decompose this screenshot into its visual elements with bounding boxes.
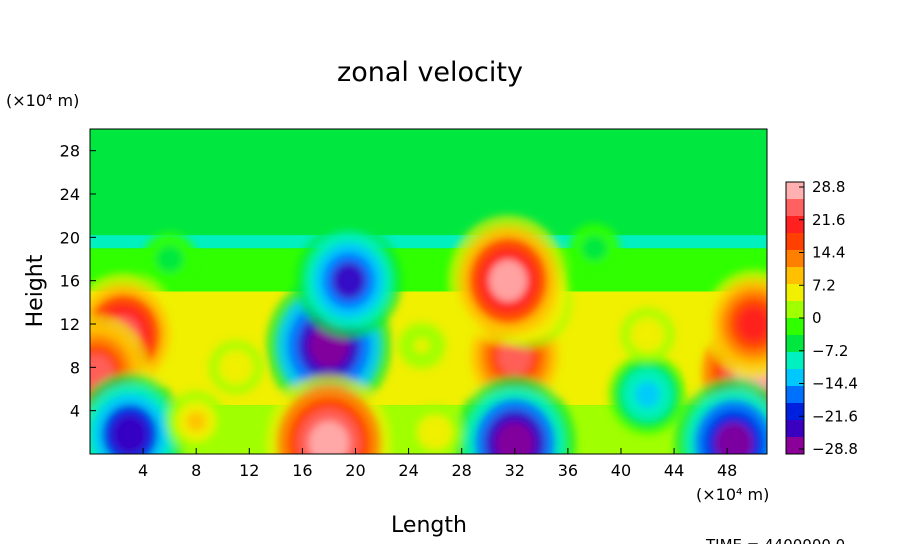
colorbar-segment (786, 182, 804, 200)
y-tick-label: 20 (60, 228, 80, 247)
x-tick-label: 36 (558, 461, 578, 480)
colorbar-tick-label: 21.6 (812, 211, 845, 229)
y-tick-label: 8 (70, 358, 80, 377)
time-label: TIME = 4400000.0 (705, 536, 845, 544)
colorbar-segment (786, 216, 804, 234)
y-tick-label: 16 (60, 272, 80, 291)
heatmap-cell (414, 338, 430, 354)
heatmap-cell (489, 259, 528, 302)
x-axis: 4 8 12 16 20 24 28 32 36 40 44 48 (138, 448, 737, 480)
colorbar-tick-label: −14.4 (812, 375, 858, 393)
heatmap-cell (586, 240, 603, 257)
colorbar-segment (786, 267, 804, 285)
colorbar-segment (786, 437, 804, 455)
x-tick-label: 4 (138, 461, 148, 480)
colorbar-segment (786, 284, 804, 302)
x-tick-label: 24 (398, 461, 418, 480)
colorbar-segment (786, 352, 804, 370)
colorbar-tick-label: 7.2 (812, 276, 836, 294)
colorbar-tick-label: −21.6 (812, 407, 858, 425)
y-axis: 4 8 12 16 20 24 28 (60, 142, 96, 421)
plot-frame (89, 128, 768, 455)
colorbar-segment (786, 403, 804, 421)
colorbar-segment (786, 318, 804, 336)
heatmap-cell (714, 422, 753, 454)
heatmap-cell (308, 421, 350, 454)
colorbar-segment (786, 301, 804, 319)
x-tick-label: 44 (664, 461, 684, 480)
heatmap-features (90, 215, 767, 454)
colorbar-segment (786, 386, 804, 404)
heatmap-cell (227, 358, 245, 377)
colorbar-segment (786, 335, 804, 353)
x-tick-label: 48 (717, 461, 737, 480)
x-tick-label: 32 (505, 461, 525, 480)
heatmap-cell (426, 423, 444, 442)
colorbar-tick-label: −7.2 (812, 342, 848, 360)
colorbar-tick-label: 0 (812, 309, 822, 327)
colorbar-tick-label: 28.8 (812, 178, 845, 196)
x-tick-label: 28 (452, 461, 472, 480)
heatmap-cell (111, 414, 148, 454)
y-axis-label: Height (23, 254, 48, 327)
heatmap-cell (160, 250, 179, 268)
x-axis-label: Length (391, 513, 467, 538)
heatmap-band (90, 248, 767, 292)
heatmap-cell (635, 381, 660, 408)
x-tick-label: 16 (292, 461, 312, 480)
heatmap-cell (495, 421, 535, 454)
y-tick-label: 12 (60, 315, 80, 334)
heatmap-plot-area (90, 129, 767, 454)
colorbar-segment (786, 233, 804, 251)
colorbar-segment (786, 250, 804, 268)
chart-title: zonal velocity (337, 57, 523, 88)
colorbar-tick-label: 14.4 (812, 244, 845, 262)
colorbar-segment (786, 199, 804, 217)
colorbar: 28.8 21.6 14.4 7.2 0 −7.2 −14.4 −21.6 −28.8 (785, 178, 858, 458)
colorbar-tick-label: −28.8 (812, 440, 858, 458)
y-tick-label: 28 (60, 142, 80, 161)
heatmap-cell (638, 326, 657, 344)
y-unit-label: (×10⁴ m) (6, 91, 79, 110)
colorbar-segment (786, 369, 804, 387)
heatmap-cell (331, 262, 366, 300)
x-tick-label: 40 (611, 461, 631, 480)
y-tick-label: 4 (70, 402, 80, 421)
x-tick-label: 20 (345, 461, 365, 480)
heatmap-cell (186, 411, 207, 432)
x-tick-label: 12 (239, 461, 259, 480)
x-unit-label: (×10⁴ m) (696, 485, 769, 504)
heatmap-cell (737, 306, 767, 342)
y-tick-label: 24 (60, 185, 80, 204)
colorbar-segment (786, 420, 804, 438)
x-tick-label: 8 (191, 461, 201, 480)
